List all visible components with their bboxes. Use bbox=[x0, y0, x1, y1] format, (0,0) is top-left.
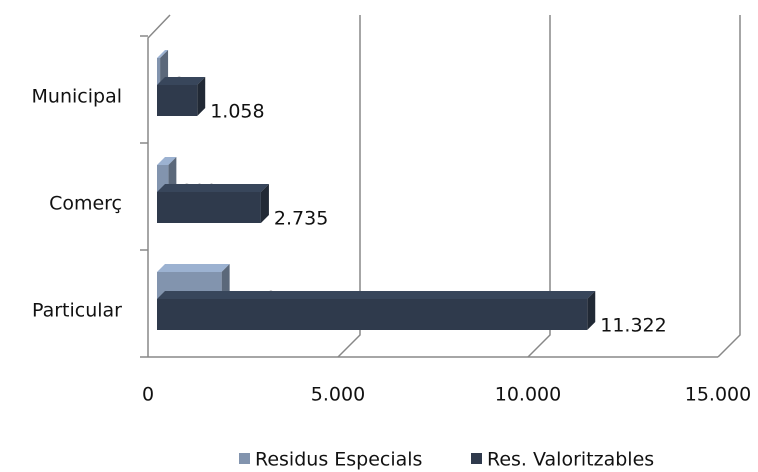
grid-line bbox=[337, 15, 361, 358]
bar bbox=[157, 58, 161, 89]
value-label: 11.322 bbox=[600, 315, 666, 337]
x-tick-label: 5.000 bbox=[311, 384, 365, 406]
legend-label: Res. Valoritzables bbox=[487, 449, 654, 471]
grid-line bbox=[527, 15, 551, 358]
bar bbox=[157, 192, 261, 223]
x-tick-label: 0 bbox=[142, 384, 154, 406]
legend-swatch bbox=[471, 453, 482, 464]
legend-label: Residus Especials bbox=[255, 449, 422, 471]
bar bbox=[157, 299, 588, 330]
x-tick-label: 10.000 bbox=[495, 384, 561, 406]
category-ticks bbox=[140, 35, 148, 358]
bar-top bbox=[157, 291, 596, 299]
bar-top bbox=[157, 157, 177, 165]
bar-top bbox=[157, 50, 169, 58]
x-tick-label: 15.000 bbox=[685, 384, 751, 406]
bar-top bbox=[157, 184, 269, 192]
bar bbox=[157, 85, 198, 116]
grid-line bbox=[717, 15, 741, 358]
legend-swatch bbox=[239, 453, 250, 464]
bar-side bbox=[260, 184, 269, 223]
bar-side bbox=[197, 77, 206, 116]
category-label: Comerç bbox=[49, 193, 122, 215]
bar bbox=[157, 165, 169, 196]
bar-top bbox=[157, 264, 230, 272]
value-label: 1.058 bbox=[210, 101, 264, 123]
category-label: Particular bbox=[32, 300, 122, 322]
bar-side bbox=[587, 291, 596, 330]
category-label: Municipal bbox=[32, 86, 122, 108]
value-label: 2.735 bbox=[274, 208, 328, 230]
bar-top bbox=[157, 77, 206, 85]
